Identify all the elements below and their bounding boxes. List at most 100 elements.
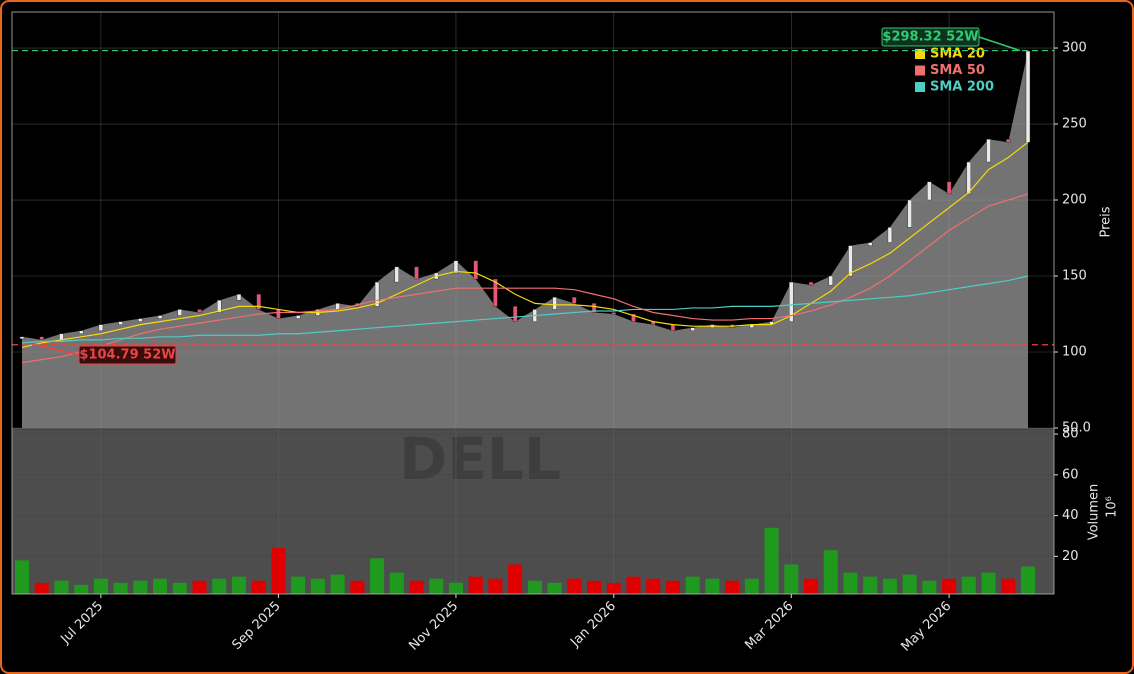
legend-swatch <box>915 65 925 76</box>
y-tick-label: 60 <box>1062 467 1079 482</box>
volume-bar <box>587 580 602 594</box>
legend-label: SMA 200 <box>930 80 994 95</box>
volume-bar <box>744 578 759 594</box>
candle <box>572 297 577 304</box>
candle <box>197 309 202 313</box>
volume-bar <box>705 578 720 594</box>
y-tick-label: 100 <box>1062 345 1087 360</box>
candle <box>966 161 972 195</box>
volume-bar <box>15 560 29 594</box>
y-tick-label: 80 <box>1062 427 1079 442</box>
volume-bar <box>370 558 385 594</box>
annotation-label: $298.32 52W <box>882 30 978 45</box>
volume-bar <box>350 580 365 594</box>
candle <box>946 181 952 195</box>
candle <box>631 313 636 322</box>
candle <box>789 281 794 322</box>
candle <box>374 281 380 307</box>
volume-bar <box>725 580 740 594</box>
volume-bar <box>961 576 976 594</box>
y-tick-label: 300 <box>1062 41 1087 56</box>
y-tick-label: 200 <box>1062 193 1087 208</box>
candle <box>59 333 64 341</box>
volume-bar <box>468 576 483 594</box>
y-tick-label: 20 <box>1062 549 1079 564</box>
candle <box>19 336 25 340</box>
candle <box>177 309 183 316</box>
volume-bar <box>646 578 661 594</box>
volume-bar <box>251 580 266 594</box>
candle <box>118 321 123 325</box>
candle <box>848 245 853 277</box>
volume-bar <box>310 578 325 594</box>
volume-bar <box>685 576 700 594</box>
volume-bar <box>942 578 957 594</box>
volume-bar <box>843 572 858 594</box>
candle <box>927 181 932 201</box>
candle <box>98 324 104 331</box>
candle <box>394 266 399 283</box>
y-tick-label: 50.0 <box>1062 421 1091 436</box>
annotation-arrow <box>35 343 80 356</box>
volume-bar <box>409 580 424 594</box>
volume-bar <box>902 574 917 594</box>
candle <box>138 318 143 322</box>
candle <box>256 294 261 310</box>
volume-bar <box>626 576 641 594</box>
volume-bar <box>54 580 69 594</box>
volume-bar <box>291 576 306 594</box>
volume-bar <box>153 578 168 594</box>
candle <box>986 139 991 163</box>
candle <box>690 327 695 331</box>
volume-bar <box>231 576 246 594</box>
volume-bar <box>271 548 286 594</box>
volume-bar <box>665 580 680 594</box>
candle <box>236 294 242 301</box>
candle <box>512 306 518 322</box>
volume-bar <box>113 582 128 594</box>
volume-bar <box>784 564 799 594</box>
candle <box>670 324 676 331</box>
candle <box>493 278 498 307</box>
candle <box>217 300 222 313</box>
sma-line <box>21 275 1029 344</box>
volume-bar <box>448 582 463 594</box>
volume-bar <box>1021 566 1035 594</box>
candle <box>808 281 814 286</box>
legend-swatch <box>915 49 925 59</box>
volume-bar <box>172 582 187 594</box>
sma-line <box>21 193 1029 364</box>
volume-bar <box>192 580 207 594</box>
y-tick-label: 150 <box>1062 269 1087 284</box>
volume-bar <box>1001 578 1016 594</box>
annotation-label: $104.79 52W <box>79 348 175 363</box>
candle <box>78 330 84 334</box>
volume-bar <box>212 578 227 594</box>
candle <box>39 336 44 341</box>
candle <box>867 242 873 246</box>
volume-bar <box>764 527 779 594</box>
volume-bar <box>823 550 838 594</box>
volume-bar <box>429 578 444 594</box>
volume-bar <box>93 578 108 594</box>
candle <box>276 309 281 319</box>
candle <box>295 315 301 319</box>
volume-bar <box>922 580 937 594</box>
volume-bar <box>804 578 819 594</box>
candle <box>591 303 597 313</box>
sma-line <box>21 141 1029 349</box>
y-axis-label: Volumen <box>1087 484 1102 541</box>
candle <box>414 266 419 280</box>
candle <box>1006 139 1011 143</box>
volume-bar <box>567 578 582 594</box>
volume-bar <box>34 582 49 594</box>
candle <box>552 297 557 310</box>
candle <box>611 312 616 315</box>
volume-bar <box>330 574 345 594</box>
volume-bar <box>488 578 503 594</box>
candle <box>453 260 459 274</box>
legend-label: SMA 20 <box>930 47 985 62</box>
volume-panel <box>12 430 1054 594</box>
candle <box>907 199 912 228</box>
